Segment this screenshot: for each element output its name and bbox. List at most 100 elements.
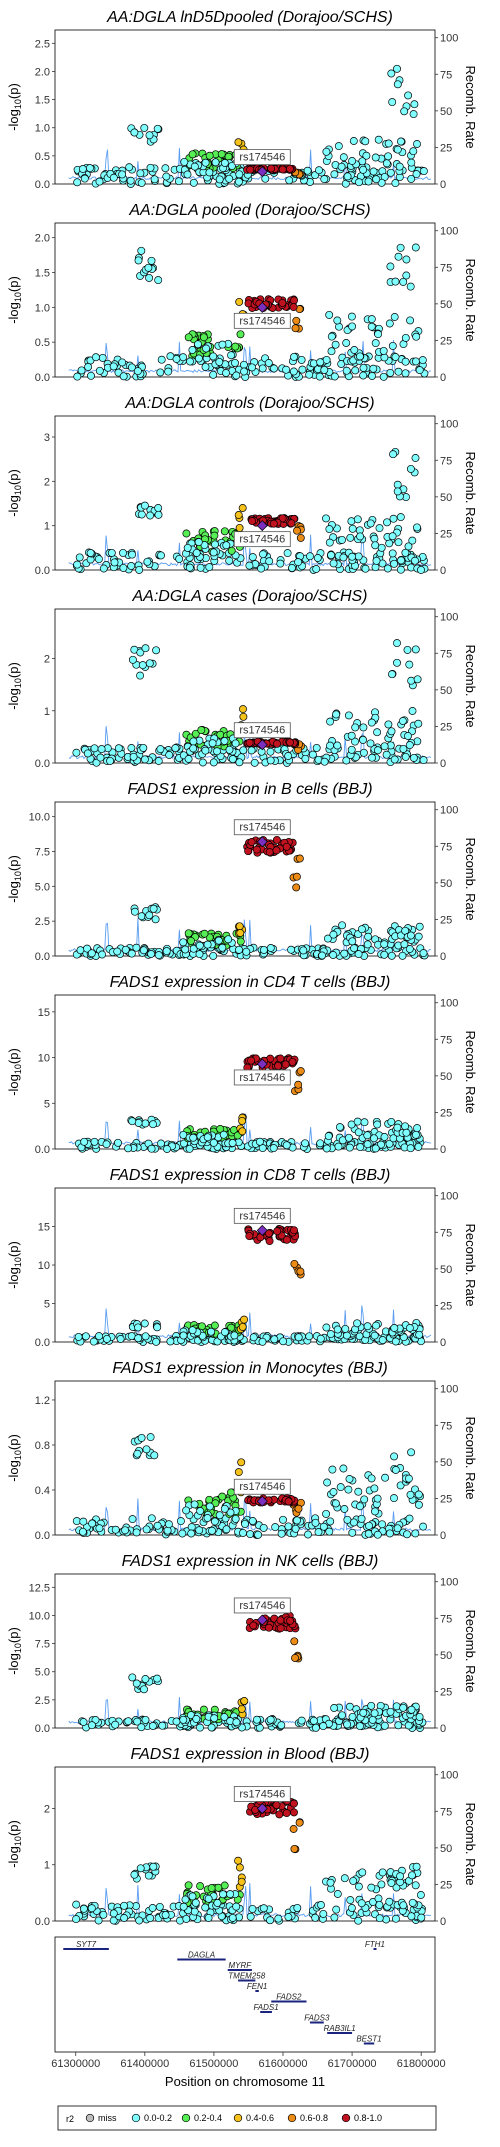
y-tick-label: 2 <box>44 476 50 488</box>
snp-point <box>319 1722 328 1731</box>
y2-axis-label: Recomb. Rate <box>463 65 478 148</box>
snp-point <box>418 356 427 365</box>
y-axis-label: -log10(p) <box>6 1627 23 1675</box>
snp-point <box>72 748 81 757</box>
snp-point <box>231 342 240 351</box>
snp-point <box>259 550 267 559</box>
snp-point <box>295 1818 304 1827</box>
snp-point <box>349 1876 358 1885</box>
snp-point <box>266 1715 275 1724</box>
snp-point <box>146 163 155 172</box>
snp-point <box>135 565 144 574</box>
snp-point <box>377 178 386 187</box>
snp-point <box>312 743 321 752</box>
snp-point <box>182 1506 191 1515</box>
snp-point <box>277 1721 286 1730</box>
snp-point <box>336 1483 345 1492</box>
snp-point <box>370 1331 379 1340</box>
snp-point <box>216 1125 225 1133</box>
lead-label-box <box>233 149 291 166</box>
snp-point <box>417 565 425 574</box>
snp-point <box>145 131 154 140</box>
y2-tick-label: 100 <box>440 33 458 45</box>
snp-point <box>368 372 377 380</box>
snp-point <box>401 752 410 761</box>
snp-point <box>354 950 363 959</box>
snp-point <box>346 533 355 542</box>
snp-point <box>414 1490 423 1499</box>
snp-point <box>409 753 418 762</box>
snp-point <box>380 950 389 959</box>
lead-snp-marker <box>256 301 268 313</box>
snp-point <box>278 514 287 523</box>
snp-point <box>227 1488 235 1497</box>
snp-point <box>399 1703 408 1712</box>
snp-point <box>339 553 348 562</box>
snp-point <box>161 1911 170 1919</box>
y2-tick-label: 25 <box>440 914 452 926</box>
snp-point <box>228 161 236 170</box>
snp-point <box>413 675 422 684</box>
snp-point <box>79 1517 88 1526</box>
snp-point <box>255 1137 264 1146</box>
y2-tick-label: 75 <box>440 455 452 467</box>
snp-point <box>89 1337 98 1346</box>
panel-10: FADS1 expression in Blood (BBJ) 0.0 1 2 0 25 5… <box>6 1746 478 1928</box>
snp-point <box>322 147 331 156</box>
snp-point <box>162 172 171 181</box>
panel-title: FADS1 expression in Monocytes (BBJ) <box>112 1360 387 1377</box>
snp-point <box>205 151 214 160</box>
snp-point <box>357 1514 366 1523</box>
y-axis-label: -log10(p) <box>6 1241 23 1289</box>
gene-label: TMEM258 <box>228 1972 265 1981</box>
snp-point <box>136 648 145 657</box>
snp-point <box>315 372 324 381</box>
snp-point <box>83 944 92 953</box>
snp-point <box>340 1505 349 1513</box>
snp-point <box>289 303 298 312</box>
snp-point <box>145 911 154 920</box>
snp-point <box>411 645 420 654</box>
y-tick-label: 15 <box>38 1007 50 1019</box>
snp-point <box>266 944 275 952</box>
snp-point <box>345 1475 354 1483</box>
snp-point <box>77 366 86 375</box>
y2-tick-label: 75 <box>440 1420 452 1432</box>
lead-snp-marker <box>256 739 268 751</box>
lead-snp-marker <box>256 166 268 178</box>
x-tick-label: 61600000 <box>259 2058 308 2070</box>
snp-point <box>211 158 220 167</box>
snp-point <box>296 1067 305 1076</box>
snp-point <box>362 151 371 160</box>
snp-point <box>327 347 336 356</box>
y2-axis-label: Recomb. Rate <box>463 1416 478 1499</box>
snp-point <box>139 946 148 955</box>
y-tick-label: 1.0 <box>35 302 50 314</box>
snp-point <box>372 1321 381 1330</box>
snp-point <box>349 137 358 145</box>
snp-point <box>353 1117 362 1126</box>
snp-point <box>411 556 419 565</box>
y2-axis-label: Recomb. Rate <box>463 1802 478 1885</box>
snp-point <box>343 172 352 181</box>
y-tick-label: 5.0 <box>35 1667 50 1679</box>
snp-point <box>184 333 193 342</box>
snp-point <box>326 741 334 750</box>
snp-point <box>166 1337 175 1346</box>
snp-point <box>91 353 100 362</box>
y2-tick-label: 100 <box>440 805 458 817</box>
y-tick-label: 2.0 <box>35 66 50 78</box>
y2-tick-label: 0 <box>440 1144 446 1156</box>
lead-label-box <box>233 312 291 329</box>
snp-point <box>121 1526 130 1535</box>
plot-frame <box>54 608 436 764</box>
snp-point <box>333 741 342 750</box>
snp-point <box>386 262 395 271</box>
panel-title: FADS1 expression in CD4 T cells (BBJ) <box>110 974 391 991</box>
snp-point <box>209 951 218 960</box>
snp-point <box>284 1497 293 1506</box>
snp-point <box>154 276 163 285</box>
snp-point <box>309 1716 318 1725</box>
snp-point <box>219 1890 227 1899</box>
snp-point <box>121 945 130 954</box>
